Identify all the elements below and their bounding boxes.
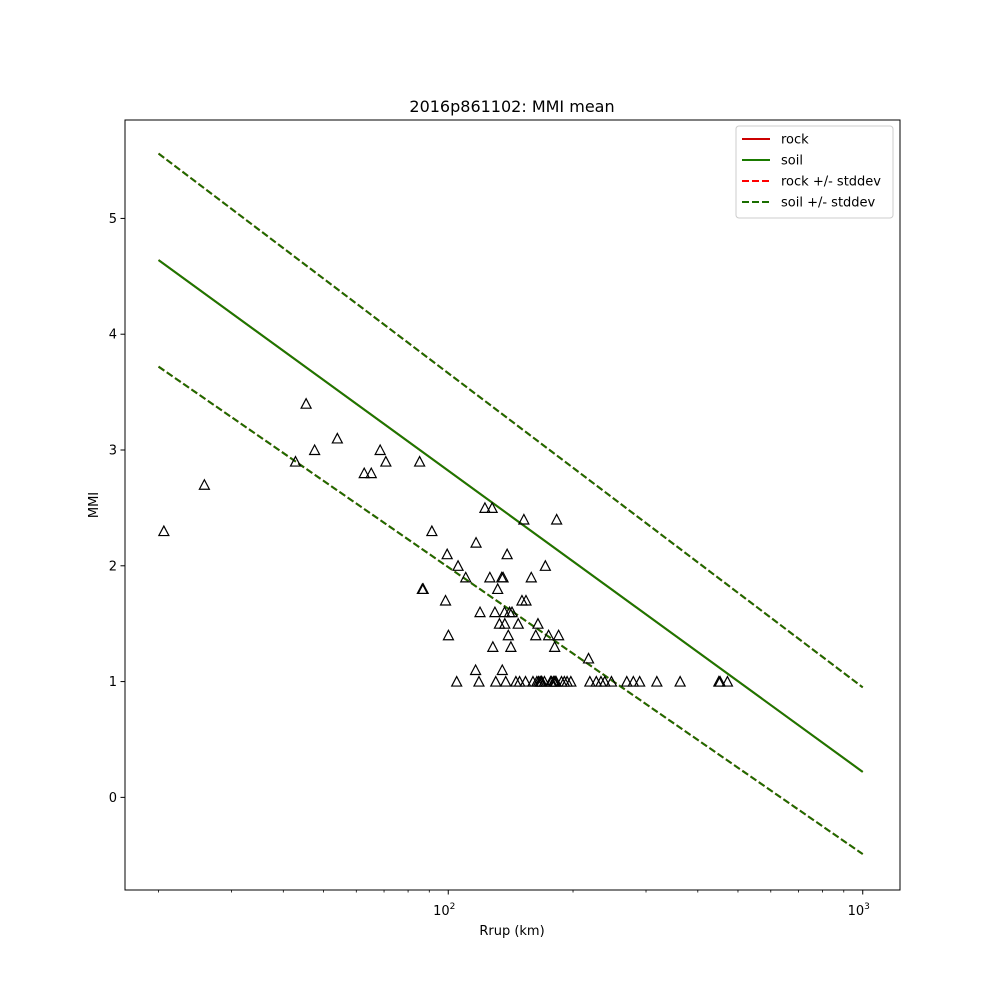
observation-point — [442, 628, 455, 641]
observation-point — [486, 640, 499, 652]
observation-point — [483, 571, 496, 583]
observation-point — [525, 571, 538, 583]
x-tick-label: 103 — [848, 902, 870, 919]
observation-point — [605, 675, 618, 687]
observation-point — [513, 675, 526, 687]
y-tick-label: 3 — [109, 444, 117, 459]
observation-point — [506, 605, 518, 618]
observation-point — [198, 478, 211, 490]
observation-point — [519, 675, 532, 687]
observation-point — [531, 617, 544, 629]
observation-point — [413, 455, 426, 467]
x-axis-ticks: 102 103 — [158, 890, 870, 919]
chart-title: 2016p861102: MMI mean — [409, 97, 614, 116]
observation-point — [517, 513, 530, 525]
observation-point — [157, 524, 170, 537]
observation-points — [157, 397, 734, 687]
observation-point — [650, 675, 663, 687]
y-tick-label: 1 — [109, 675, 117, 690]
y-axis-ticks: 0 1 2 3 4 5 — [109, 212, 125, 806]
observation-point — [620, 675, 633, 687]
observation-point — [582, 652, 595, 664]
observation-point — [358, 466, 371, 479]
observation-point — [439, 594, 452, 606]
plot-area-frame — [124, 119, 901, 891]
legend-label: soil — [781, 154, 803, 169]
x-axis-label: Rrup (km) — [479, 924, 544, 939]
observation-point — [379, 455, 392, 467]
observation-point — [496, 663, 509, 676]
observation-point — [499, 675, 512, 687]
observation-point — [598, 675, 611, 687]
observation-point — [552, 628, 565, 641]
observation-point — [633, 675, 646, 687]
legend-box — [735, 125, 894, 219]
observation-point — [441, 547, 454, 560]
x-tick-label: 102 — [433, 902, 455, 919]
observation-point — [519, 594, 532, 606]
observation-point — [497, 571, 510, 583]
series-line-3-1 — [157, 365, 864, 855]
series-layer — [157, 152, 864, 855]
observation-point — [472, 675, 485, 687]
observation-point — [474, 605, 487, 618]
observation-point — [425, 524, 438, 537]
observation-point — [542, 628, 555, 641]
observation-point — [501, 547, 514, 560]
series-line-1-0 — [157, 259, 864, 773]
observation-point — [365, 466, 378, 479]
observation-point — [498, 617, 511, 629]
observation-point — [470, 536, 483, 548]
series-line-3-0 — [157, 152, 864, 689]
legend: rock soil rock +/- stddev soil +/- stddev — [735, 125, 894, 219]
observation-point — [502, 628, 515, 641]
legend-label: soil +/- stddev — [781, 196, 876, 211]
observation-point — [714, 675, 727, 687]
observation-point — [308, 443, 321, 456]
observation-point — [417, 582, 430, 595]
y-tick-label: 2 — [109, 559, 117, 574]
y-tick-label: 0 — [109, 791, 117, 806]
observation-point — [452, 559, 465, 571]
y-axis-label: MMI — [87, 492, 102, 518]
observation-point — [627, 675, 640, 687]
observation-point — [539, 559, 552, 571]
observation-point — [374, 443, 387, 456]
observation-point — [529, 628, 542, 641]
observation-point — [486, 501, 499, 513]
observation-point — [300, 397, 313, 409]
observation-point — [488, 605, 501, 618]
observation-point — [491, 582, 504, 595]
legend-label: rock — [781, 133, 809, 148]
observation-point — [721, 675, 734, 687]
observation-point — [583, 675, 596, 687]
observation-point — [550, 513, 563, 525]
y-tick-label: 4 — [109, 328, 117, 343]
observation-point — [548, 640, 561, 652]
observation-point — [289, 455, 302, 467]
observation-point — [478, 501, 491, 513]
observation-point — [331, 432, 344, 444]
observation-point — [489, 675, 502, 687]
observation-point — [564, 675, 577, 687]
y-tick-label: 5 — [109, 212, 117, 227]
observation-point — [459, 571, 472, 583]
legend-label: rock +/- stddev — [781, 175, 881, 190]
observation-point — [674, 675, 687, 687]
observation-point — [538, 675, 551, 687]
observation-point — [504, 640, 517, 652]
observation-point — [512, 617, 525, 629]
observation-point — [469, 663, 482, 676]
observation-point — [450, 675, 463, 687]
